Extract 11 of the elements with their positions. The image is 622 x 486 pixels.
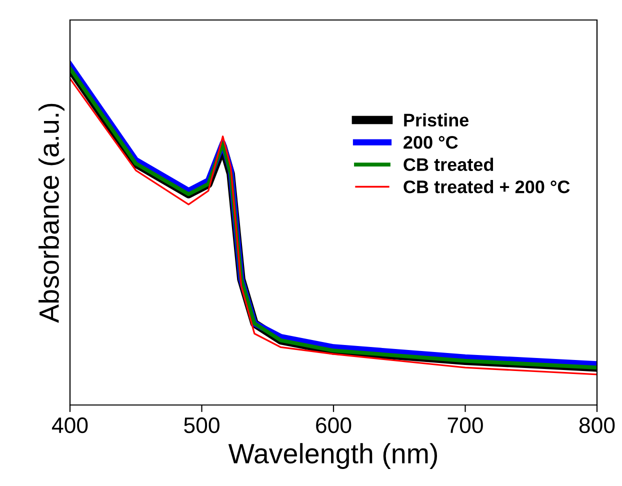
x-tick-label: 400	[52, 417, 88, 434]
legend-label: CB treated + 200 °C	[404, 180, 570, 194]
x-tick-label: 500	[184, 417, 220, 434]
x-tick-label: 800	[579, 417, 615, 434]
x-tick-label: 600	[316, 417, 352, 434]
y-axis-title: Absorbance (a.u.)	[38, 104, 64, 323]
legend-label: CB treated	[404, 158, 494, 172]
x-tick-label: 700	[448, 417, 483, 434]
legend-label: Pristine	[404, 113, 469, 127]
x-axis-title: Wavelength (nm)	[228, 443, 438, 469]
legend-label: 200 °C	[404, 136, 458, 149]
